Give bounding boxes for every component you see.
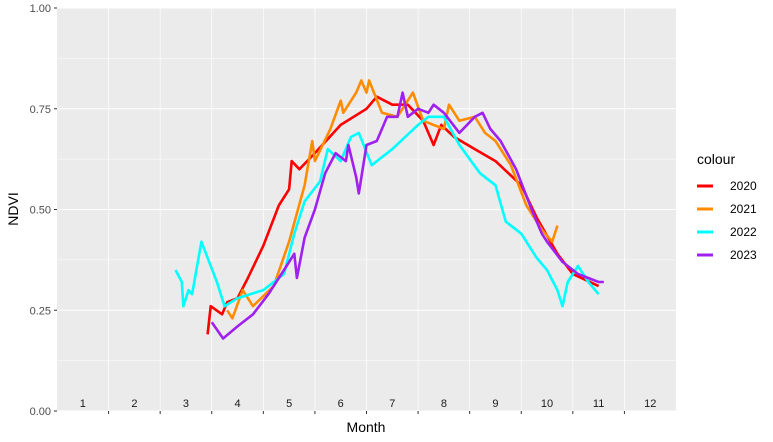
month-label: 3 xyxy=(183,398,189,410)
legend: colour 2020 2021 2022 2023 xyxy=(695,151,757,266)
series-layer xyxy=(174,79,604,340)
month-label: 2 xyxy=(131,398,137,410)
month-label: 12 xyxy=(644,398,656,410)
month-label: 9 xyxy=(492,398,498,410)
legend-label-2020: 2020 xyxy=(730,179,757,193)
gridlines xyxy=(57,7,676,412)
legend-label-2022: 2022 xyxy=(730,225,757,239)
legend-label-2023: 2023 xyxy=(730,248,757,262)
month-label: 4 xyxy=(234,398,240,410)
series-line-2023 xyxy=(210,91,604,340)
month-label: 5 xyxy=(286,398,292,410)
y-tick-label: 1.00 xyxy=(30,3,51,15)
month-label: 7 xyxy=(389,398,395,410)
series-line-2020 xyxy=(206,95,600,335)
legend-title: colour xyxy=(697,151,735,167)
month-label: 6 xyxy=(338,398,344,410)
series-line-2021 xyxy=(226,79,559,320)
month-label: 1 xyxy=(80,398,86,410)
y-tick-label: 0.75 xyxy=(30,104,51,116)
month-label: 10 xyxy=(541,398,553,410)
y-axis-title: NDVI xyxy=(5,192,21,225)
x-axis-title: Month xyxy=(347,419,386,435)
y-tick-label: 0.25 xyxy=(30,305,51,317)
y-tick-label: 0.00 xyxy=(30,406,51,418)
y-tick-label: 0.50 xyxy=(30,205,51,217)
legend-label-2021: 2021 xyxy=(730,202,757,216)
axes-layer: 0.000.250.500.751.001 2 3 4 5 6 7 8 9 10 11 12 xyxy=(30,3,657,418)
month-label: 8 xyxy=(441,398,447,410)
month-label: 11 xyxy=(593,398,604,410)
